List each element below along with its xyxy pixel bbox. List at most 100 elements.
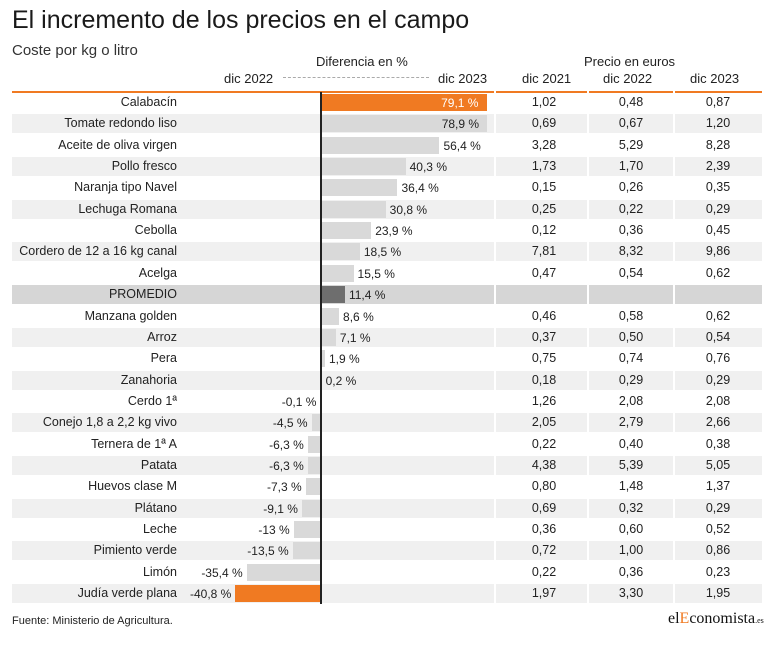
price-2023: 0,62 <box>705 308 731 323</box>
diff-right-label: dic 2023 <box>438 71 488 86</box>
percent-label: -6,3 % <box>269 458 304 473</box>
percent-label: -13,5 % <box>247 544 289 559</box>
price-2023: 0,29 <box>705 500 731 515</box>
row-stripe <box>12 327 762 347</box>
percent-label: 15,5 % <box>357 266 395 281</box>
price-2023: 1,95 <box>705 586 731 601</box>
price-2022: 1,00 <box>618 543 644 558</box>
diff-left-label: dic 2022 <box>224 71 274 86</box>
price-2023: 0,87 <box>705 95 731 109</box>
value-bar <box>321 286 345 304</box>
price-2021: 0,18 <box>531 372 557 387</box>
price-2023: 0,29 <box>705 372 731 387</box>
row-label: Pollo fresco <box>111 159 177 174</box>
row-label: Leche <box>142 522 177 536</box>
price-2022: 0,40 <box>618 436 644 451</box>
value-bar <box>321 115 487 133</box>
percent-label: -7,3 % <box>266 480 302 495</box>
price-2021: 1,73 <box>531 159 557 174</box>
column-separator <box>494 91 496 606</box>
value-bar <box>321 264 354 282</box>
price-2022: 0,36 <box>618 223 644 238</box>
percent-label: -0,1 % <box>281 394 317 409</box>
row-label: Plátano <box>134 500 177 515</box>
price-2022: 5,39 <box>618 457 644 472</box>
row-stripe <box>12 584 762 604</box>
row-stripe <box>12 498 762 518</box>
value-bar <box>307 456 321 474</box>
price-2021: 1,02 <box>531 95 557 109</box>
price-2022: 1,48 <box>618 479 644 494</box>
price-2023: 2,66 <box>705 415 731 430</box>
row-label: Conejo 1,8 a 2,2 kg vivo <box>42 415 177 430</box>
value-bar <box>321 350 325 368</box>
price-2023: 2,08 <box>705 393 731 408</box>
price-2023: 0,54 <box>705 329 731 344</box>
price-2023: 0,23 <box>705 564 731 579</box>
price-2021: 0,69 <box>531 500 557 515</box>
chart-subtitle: Coste por kg o litro <box>12 42 138 59</box>
source-note: Fuente: Ministerio de Agricultura. <box>12 615 173 627</box>
price-2023: 1,37 <box>705 479 731 494</box>
percent-label: 56,4 % <box>443 138 481 153</box>
row-label: Tomate redondo liso <box>64 116 177 131</box>
row-label: Lechuga Romana <box>78 201 177 216</box>
average-row-band <box>12 285 762 305</box>
price-header: Precio en euros <box>584 54 676 69</box>
value-bar <box>301 499 321 517</box>
value-bar <box>293 521 321 538</box>
row-label: Pimiento verde <box>93 543 177 558</box>
row-label: Cordero de 12 a 16 kg canal <box>19 244 177 259</box>
price-2023: 5,05 <box>705 457 731 472</box>
price-2022: 0,36 <box>618 564 644 579</box>
row-label: Judía verde plana <box>77 586 177 601</box>
price-2021: 0,37 <box>531 329 557 344</box>
row-label: Pera <box>150 351 177 366</box>
row-label: Cebolla <box>134 223 177 238</box>
price-2022: 1,70 <box>618 159 644 174</box>
price-2022: 0,74 <box>618 351 644 366</box>
row-label: Zanahoria <box>120 372 177 387</box>
row-stripe <box>12 413 762 433</box>
price-2021: 0,75 <box>531 351 557 366</box>
row-label: Patata <box>140 457 177 472</box>
price-2023: 9,86 <box>705 244 731 259</box>
price-2023: 0,35 <box>705 180 731 195</box>
price-2023: 0,86 <box>705 543 731 558</box>
brand-logo: elEconomista.es <box>668 610 764 627</box>
row-label: Manzana golden <box>84 308 177 323</box>
row-label: Cerdo 1ª <box>127 393 177 408</box>
value-bar <box>321 94 488 111</box>
col-header-2022: dic 2022 <box>603 71 653 86</box>
column-separator <box>587 91 589 606</box>
row-label: Huevos clase M <box>88 479 177 494</box>
percent-label: -6,3 % <box>269 437 304 452</box>
row-stripe <box>12 370 762 390</box>
value-bar <box>246 563 321 581</box>
price-2021: 7,81 <box>531 244 557 259</box>
percent-label: 18,5 % <box>363 245 402 260</box>
percent-label: 23,9 % <box>375 224 413 239</box>
price-2021: 0,36 <box>531 522 557 536</box>
percent-label: 11,4 % <box>348 288 386 303</box>
price-2022: 3,30 <box>618 586 644 601</box>
price-2022: 0,60 <box>618 522 644 536</box>
price-2021: 3,28 <box>531 137 557 152</box>
price-2023: 1,20 <box>705 116 731 131</box>
price-2023: 0,62 <box>705 265 731 280</box>
price-2022: 0,58 <box>618 308 644 323</box>
percent-label: 40,3 % <box>409 160 447 175</box>
price-2022: 0,50 <box>618 329 644 344</box>
price-2023: 0,45 <box>705 223 731 238</box>
price-2021: 0,47 <box>531 265 557 280</box>
row-label: Arroz <box>147 329 177 344</box>
percent-label: 36,4 % <box>401 181 439 196</box>
price-2021: 1,97 <box>531 586 557 601</box>
price-2022: 0,54 <box>618 265 644 280</box>
value-bar <box>305 478 321 496</box>
price-2022: 0,48 <box>618 95 644 109</box>
price-2023: 0,29 <box>705 201 731 216</box>
price-2021: 0,46 <box>531 308 557 323</box>
row-stripe <box>12 199 762 219</box>
